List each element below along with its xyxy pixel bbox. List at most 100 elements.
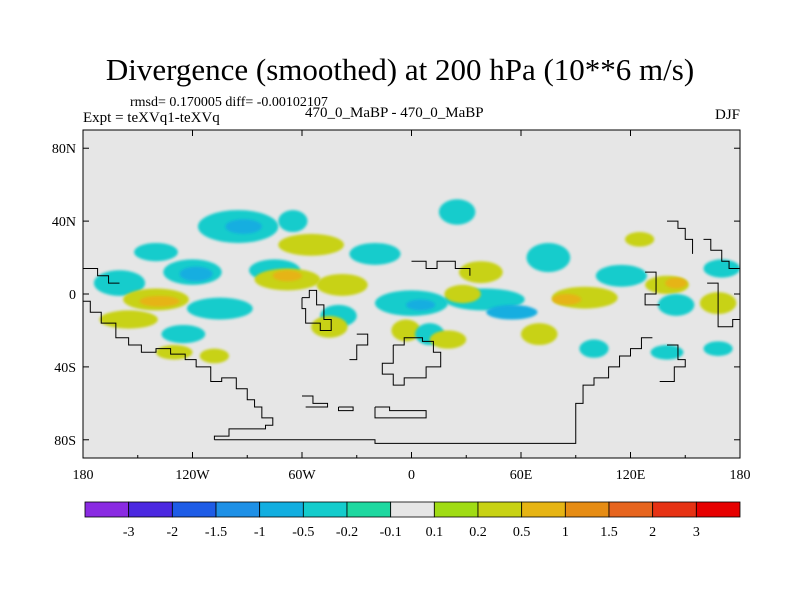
colorbar-label: -0.5 [292,525,314,540]
field-region [199,348,229,364]
field-region [161,324,206,344]
coastline [301,289,332,331]
coastline [83,267,120,284]
season-label: DJF [714,107,740,123]
field-region [486,304,538,320]
coastline [349,333,369,361]
coastline [214,337,653,444]
coastline [374,406,427,419]
field-region [657,294,695,316]
coastline [659,344,686,382]
field-region [579,339,609,358]
colorbar-box [171,501,217,518]
colorbar-label: -1 [254,525,266,540]
colorbar-box [346,501,392,518]
colorbar-label: 0.2 [469,525,487,540]
field-region [272,270,302,282]
coastline [411,260,471,276]
field-region [521,323,558,346]
colorbar-box [652,501,697,518]
field-region [650,345,684,360]
coastline [338,406,354,412]
y-tick-label: 80S [54,434,76,449]
colorbar-box [84,501,130,518]
field-region [444,284,481,304]
coastline [644,271,660,306]
colorbar-label: -1.5 [205,525,227,540]
colorbar-box [695,501,741,518]
y-tick-label: 80N [52,142,76,157]
x-axis: 180 120W 60W 0 60E 120E 180 [73,130,751,483]
stats-text: rmsd= 0.170005 diff= -0.00102107 [130,95,328,110]
field-region [278,210,308,233]
colorbar-label: 1.5 [600,525,618,540]
colorbar-box [302,501,348,518]
colorbar-box [215,501,261,518]
coastline [83,300,274,440]
y-axis: 80N 40N 0 40S 80S [52,142,740,449]
field-region [552,294,582,305]
x-tick-label: 120W [175,468,210,483]
x-tick-label: 120E [616,468,646,483]
colorbar-box [564,501,610,518]
field-region [526,242,571,273]
coastline [302,395,329,408]
field-region [134,242,178,262]
colorbar-box [433,501,479,518]
x-tick-label: 60E [510,468,533,483]
field-region [703,259,740,278]
field-region [311,315,348,338]
colorbar: -3 -2 -1.5 -1 -0.5 -0.2 -0.1 0.1 0.2 0.5 1 1.5 2 3 [84,501,741,540]
colorbar-label: -2 [166,525,178,540]
colorbar-box [521,501,566,518]
coastline [703,238,740,269]
colorbar-label: 0.5 [513,525,531,540]
colorbar-label: 0.1 [426,525,444,540]
y-tick-label: 40N [52,215,76,230]
colorbar-box [128,501,173,518]
field-region [703,341,733,356]
colorbar-box [259,501,304,518]
chart-title: Divergence (smoothed) at 200 hPa (10**6 … [105,52,695,87]
field-region [438,199,476,225]
x-tick-label: 180 [730,468,751,483]
x-tick-label: 180 [73,468,94,483]
coastline [381,337,442,386]
field-region [665,277,688,289]
case-label: 470_0_MaBP - 470_0_MaBP [305,105,484,121]
field-region [406,299,436,311]
colorbar-label: 1 [562,525,569,540]
field-region [316,273,368,296]
coastlines [83,220,740,444]
field-region [349,242,401,265]
colorbar-label: -0.1 [380,525,402,540]
y-tick-label: 40S [54,361,76,376]
x-tick-label: 60W [288,468,316,483]
field-region [391,319,421,342]
colorbar-box [477,501,523,518]
field-region [458,261,503,284]
experiment-label: Expt = teXVq1-teXVq [83,110,220,126]
field-regions [93,199,740,364]
colorbar-box [608,501,654,518]
y-tick-label: 0 [69,288,76,303]
x-tick-label: 0 [408,468,415,483]
field-region [595,264,647,287]
colorbar-label: -0.2 [336,525,358,540]
field-region [156,345,193,360]
coastline [707,282,740,328]
colorbar-label: 2 [649,525,656,540]
colorbar-box [390,501,435,518]
coastline [667,220,694,254]
colorbar-label: 3 [693,525,700,540]
field-region [625,232,655,247]
field-region [139,295,180,307]
colorbar-label: -3 [123,525,135,540]
field-region [99,310,158,329]
field-region [278,233,344,256]
field-region [187,297,253,320]
field-region [225,219,262,234]
field-region [429,330,467,349]
field-region [179,266,213,282]
